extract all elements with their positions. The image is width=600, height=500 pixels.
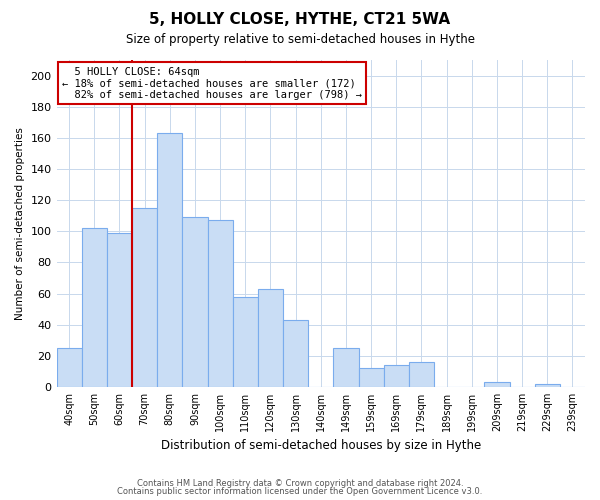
Bar bbox=[383, 365, 409, 387]
Text: 5, HOLLY CLOSE, HYTHE, CT21 5WA: 5, HOLLY CLOSE, HYTHE, CT21 5WA bbox=[149, 12, 451, 28]
Bar bbox=[132, 208, 157, 387]
Bar bbox=[233, 296, 258, 387]
X-axis label: Distribution of semi-detached houses by size in Hythe: Distribution of semi-detached houses by … bbox=[161, 440, 481, 452]
Bar bbox=[484, 382, 509, 387]
Bar bbox=[107, 233, 132, 387]
Bar bbox=[283, 320, 308, 387]
Y-axis label: Number of semi-detached properties: Number of semi-detached properties bbox=[15, 127, 25, 320]
Bar bbox=[359, 368, 383, 387]
Bar bbox=[157, 133, 182, 387]
Text: Size of property relative to semi-detached houses in Hythe: Size of property relative to semi-detach… bbox=[125, 32, 475, 46]
Bar bbox=[258, 289, 283, 387]
Bar bbox=[82, 228, 107, 387]
Text: 5 HOLLY CLOSE: 64sqm
← 18% of semi-detached houses are smaller (172)
  82% of se: 5 HOLLY CLOSE: 64sqm ← 18% of semi-detac… bbox=[62, 66, 362, 100]
Bar bbox=[334, 348, 359, 387]
Bar bbox=[182, 217, 208, 387]
Text: Contains HM Land Registry data © Crown copyright and database right 2024.: Contains HM Land Registry data © Crown c… bbox=[137, 478, 463, 488]
Bar bbox=[535, 384, 560, 387]
Text: Contains public sector information licensed under the Open Government Licence v3: Contains public sector information licen… bbox=[118, 487, 482, 496]
Bar bbox=[409, 362, 434, 387]
Bar bbox=[208, 220, 233, 387]
Bar bbox=[56, 348, 82, 387]
